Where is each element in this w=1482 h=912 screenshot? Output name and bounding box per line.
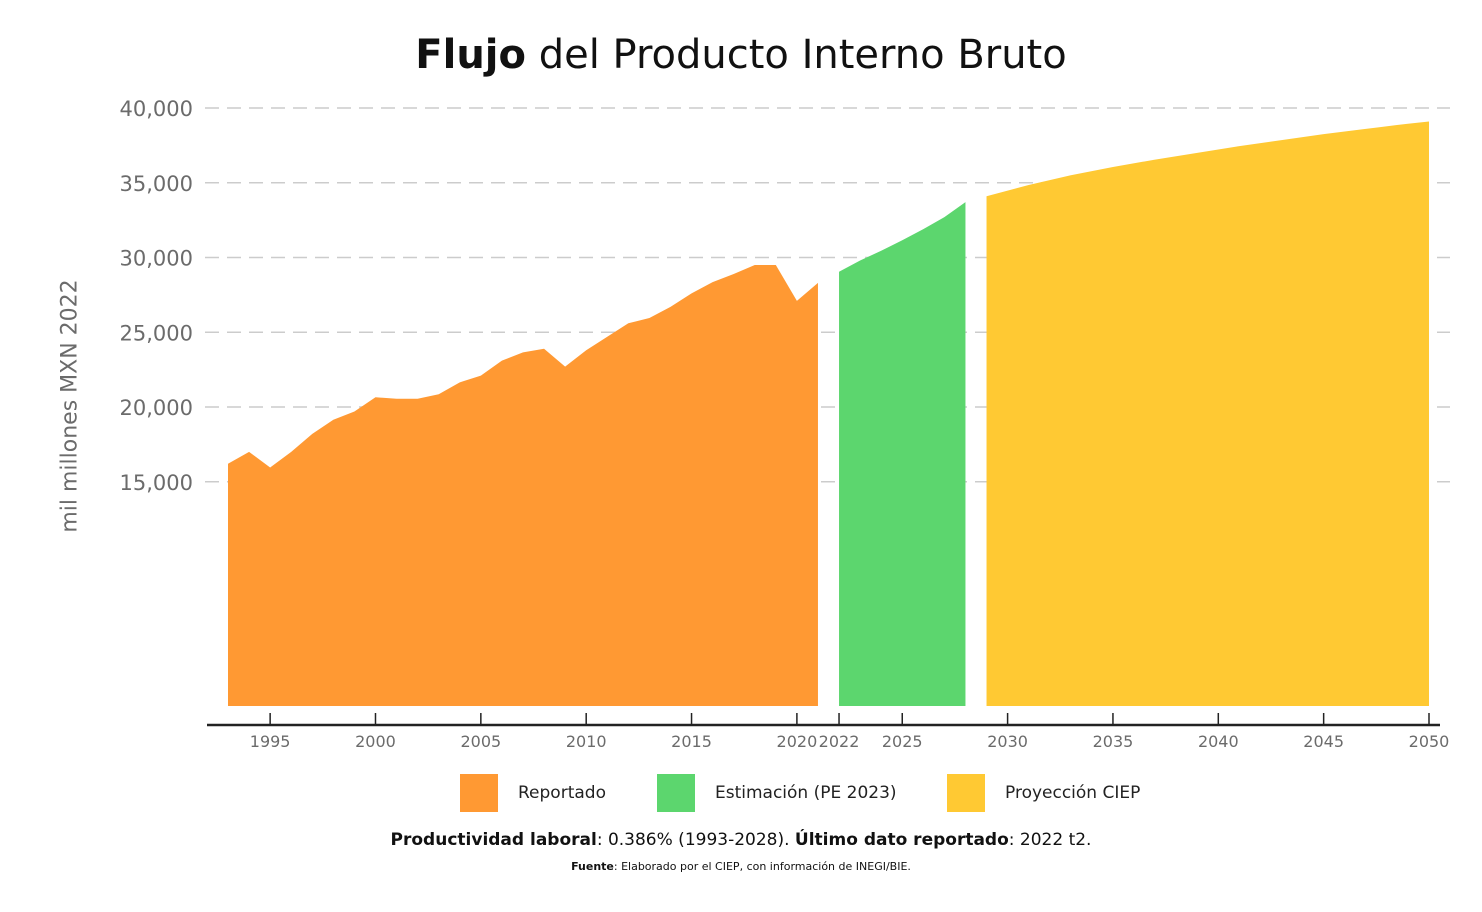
legend-label-estimacion: Estimación (PE 2023) [715, 783, 897, 803]
chart-title-rest: del Producto Interno Bruto [525, 32, 1067, 78]
x-tick-label: 2005 [460, 732, 501, 751]
chart-title: Flujo del Producto Interno Bruto [0, 32, 1482, 78]
x-tick-label: 2050 [1409, 732, 1450, 751]
y-tick-label: 20,000 [120, 396, 193, 420]
legend-item-reportado: Reportado [460, 774, 606, 812]
legend-swatch-estimacion [657, 774, 695, 812]
legend-swatch-proyeccion [947, 774, 985, 812]
area-series-1 [839, 202, 966, 706]
x-tick-label: 2045 [1303, 732, 1344, 751]
productivity-note: Productividad laboral: 0.386% (1993-2028… [0, 830, 1482, 850]
chart-title-bold: Flujo [415, 32, 526, 78]
source-value: : Elaborado por el CIEP, con información… [613, 860, 911, 873]
x-tick-label: 2040 [1198, 732, 1239, 751]
last-data-label: Último dato reportado [794, 830, 1009, 850]
legend-label-reportado: Reportado [518, 783, 606, 803]
y-tick-label: 15,000 [120, 471, 193, 495]
x-tick-label: 2010 [566, 732, 607, 751]
area-series-2 [986, 121, 1429, 706]
y-tick-label: 25,000 [120, 321, 193, 345]
legend-swatch-reportado [460, 774, 498, 812]
x-tick-label: 2025 [882, 732, 923, 751]
last-data-value: : 2022 t2. [1008, 830, 1092, 850]
legend-label-proyeccion: Proyección CIEP [1005, 783, 1141, 803]
y-tick-label: 40,000 [120, 97, 193, 121]
x-tick-label: 2035 [1093, 732, 1134, 751]
y-tick-label: 30,000 [120, 247, 193, 271]
x-tick-label: 2022 [819, 732, 860, 751]
source-label: Fuente [571, 860, 614, 873]
source-note: Fuente: Elaborado por el CIEP, con infor… [0, 860, 1482, 873]
x-tick-label: 2015 [671, 732, 712, 751]
x-tick-label: 1995 [250, 732, 291, 751]
x-tick-label: 2030 [987, 732, 1028, 751]
productivity-value: : 0.386% (1993-2028). [596, 830, 795, 850]
legend-item-estimacion: Estimación (PE 2023) [657, 774, 897, 812]
area-series-0 [228, 264, 818, 706]
productivity-label: Productividad laboral [390, 830, 597, 850]
x-tick-label: 2020 [777, 732, 818, 751]
y-tick-label: 35,000 [120, 172, 193, 196]
x-tick-label: 2000 [355, 732, 396, 751]
legend-item-proyeccion: Proyección CIEP [947, 774, 1140, 812]
